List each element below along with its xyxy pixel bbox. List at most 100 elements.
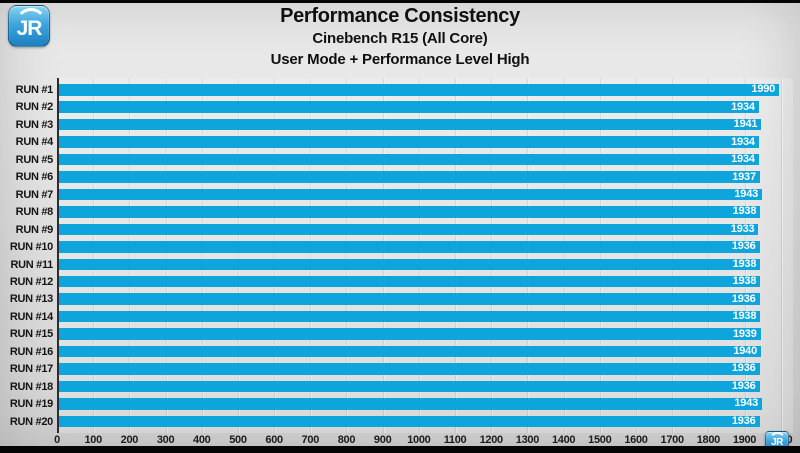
gridline — [346, 78, 348, 433]
run-label: RUN #5 — [15, 153, 54, 166]
bar-value-label: 1938 — [732, 275, 757, 288]
table-row: RUN #3 1941 — [0, 119, 800, 131]
run-label: RUN #12 — [9, 275, 53, 288]
bar: 1943 — [59, 397, 763, 410]
table-row: RUN #9 1933 — [0, 222, 800, 236]
gridline — [599, 78, 601, 433]
x-tick-label: 800 — [337, 434, 356, 446]
chart-title: Performance Consistency — [280, 5, 520, 27]
table-row: RUN #20 1936 — [0, 414, 800, 428]
bar: 1940 — [59, 346, 761, 358]
bar-value-label: 1943 — [734, 397, 759, 410]
run-label: RUN #19 — [9, 398, 53, 411]
gridline — [672, 78, 674, 433]
bar-value-label: 1936 — [731, 414, 756, 427]
bar-value-label: 1938 — [732, 310, 757, 323]
bar-value-label: 1990 — [751, 83, 776, 96]
bottom-letterbox-strip — [0, 446, 800, 453]
x-tick-label: 1900 — [732, 434, 757, 446]
table-row: RUN #12 1938 — [0, 276, 800, 288]
bar-value-label: 1934 — [731, 100, 755, 113]
chart-header: Performance Consistency Cinebench R15 (A… — [0, 4, 800, 70]
jr-logo: JR — [8, 5, 50, 47]
bar: 1934 — [59, 154, 759, 166]
gridline — [635, 78, 637, 433]
gridline — [708, 78, 710, 433]
chart-subtitle-2: User Mode + Performance Level High — [270, 51, 530, 68]
run-label: RUN #7 — [15, 188, 54, 201]
table-row: RUN #19 1943 — [0, 398, 800, 410]
bar: 1936 — [59, 241, 760, 253]
x-tick-label: 500 — [229, 434, 247, 446]
table-row: RUN #11 1938 — [0, 258, 800, 271]
x-tick-label: 900 — [373, 434, 392, 446]
table-row: RUN #2 1934 — [0, 101, 800, 113]
bar: 1990 — [59, 83, 780, 96]
bar-value-label: 1943 — [734, 187, 759, 200]
bar: 1933 — [59, 222, 759, 236]
table-row: RUN #10 1936 — [0, 241, 800, 253]
table-row: RUN #15 1939 — [0, 328, 800, 340]
x-tick-label: 300 — [156, 434, 175, 446]
bar-value-label: 1936 — [731, 240, 756, 253]
x-tick-label: 200 — [120, 434, 139, 446]
gridline — [382, 78, 384, 433]
x-tick-label: 1100 — [443, 434, 467, 446]
x-tick-label: 700 — [301, 434, 320, 446]
x-tick-label: 600 — [265, 434, 283, 446]
plot-area: RUN #1 1990 RUN #2 1934 RUN #3 1941 RUN #4 1934… — [0, 78, 800, 433]
bar-value-label: 1939 — [732, 327, 757, 340]
bar: 1936 — [59, 379, 760, 393]
bar: 1939 — [59, 328, 761, 340]
bar: 1937 — [59, 171, 760, 183]
bar: 1941 — [59, 119, 762, 131]
arc-icon — [15, 8, 47, 40]
bar-value-label: 1940 — [733, 345, 757, 357]
bar-value-label: 1933 — [730, 222, 755, 235]
run-label: RUN #10 — [9, 241, 53, 254]
gridline — [310, 78, 312, 433]
table-row: RUN #4 1934 — [0, 136, 800, 148]
run-label: RUN #20 — [9, 415, 53, 428]
run-label: RUN #6 — [15, 171, 54, 184]
x-tick-label: 1500 — [588, 434, 612, 446]
table-row: RUN #18 1936 — [0, 379, 800, 393]
gridline — [93, 78, 95, 433]
x-tick-label: 400 — [193, 434, 211, 446]
gridline — [237, 78, 239, 433]
x-tick-label: 100 — [84, 434, 102, 446]
bar-value-label: 1937 — [732, 170, 756, 183]
run-label: RUN #18 — [9, 380, 53, 393]
bar-value-label: 1934 — [731, 153, 755, 166]
run-label: RUN #14 — [9, 310, 53, 323]
table-row: RUN #8 1938 — [0, 206, 800, 218]
bar: 1934 — [59, 136, 759, 148]
x-axis: 0 100 200 300 400 500 600 700 800 900 1000 1100 1200… — [0, 433, 800, 449]
run-label: RUN #8 — [15, 206, 54, 219]
run-label: RUN #9 — [15, 223, 54, 236]
bar-value-label: 1938 — [732, 205, 757, 218]
x-tick-label: 1200 — [479, 434, 504, 446]
run-label: RUN #11 — [10, 258, 53, 271]
gridline — [491, 78, 493, 433]
bar-value-label: 1936 — [731, 292, 756, 305]
table-row: RUN #14 1938 — [0, 311, 800, 323]
run-label: RUN #4 — [15, 136, 54, 149]
gridline — [418, 78, 420, 433]
run-label: RUN #13 — [9, 293, 53, 306]
x-tick-label: 1800 — [696, 434, 721, 446]
run-label: RUN #15 — [9, 328, 53, 341]
x-tick-label: 1000 — [407, 434, 431, 446]
gridline — [201, 78, 203, 433]
x-tick-label: 1600 — [624, 434, 648, 446]
y-axis-line — [57, 78, 59, 433]
bar-value-label: 1936 — [731, 379, 756, 392]
bar: 1943 — [59, 187, 763, 201]
bar: 1938 — [59, 258, 761, 270]
bar: 1936 — [59, 293, 760, 305]
run-label: RUN #1 — [15, 84, 54, 96]
bar: 1936 — [59, 414, 760, 428]
table-row: RUN #16 1940 — [0, 346, 800, 358]
table-row: RUN #1 1990 — [0, 84, 800, 96]
table-row: RUN #17 1936 — [0, 363, 800, 375]
